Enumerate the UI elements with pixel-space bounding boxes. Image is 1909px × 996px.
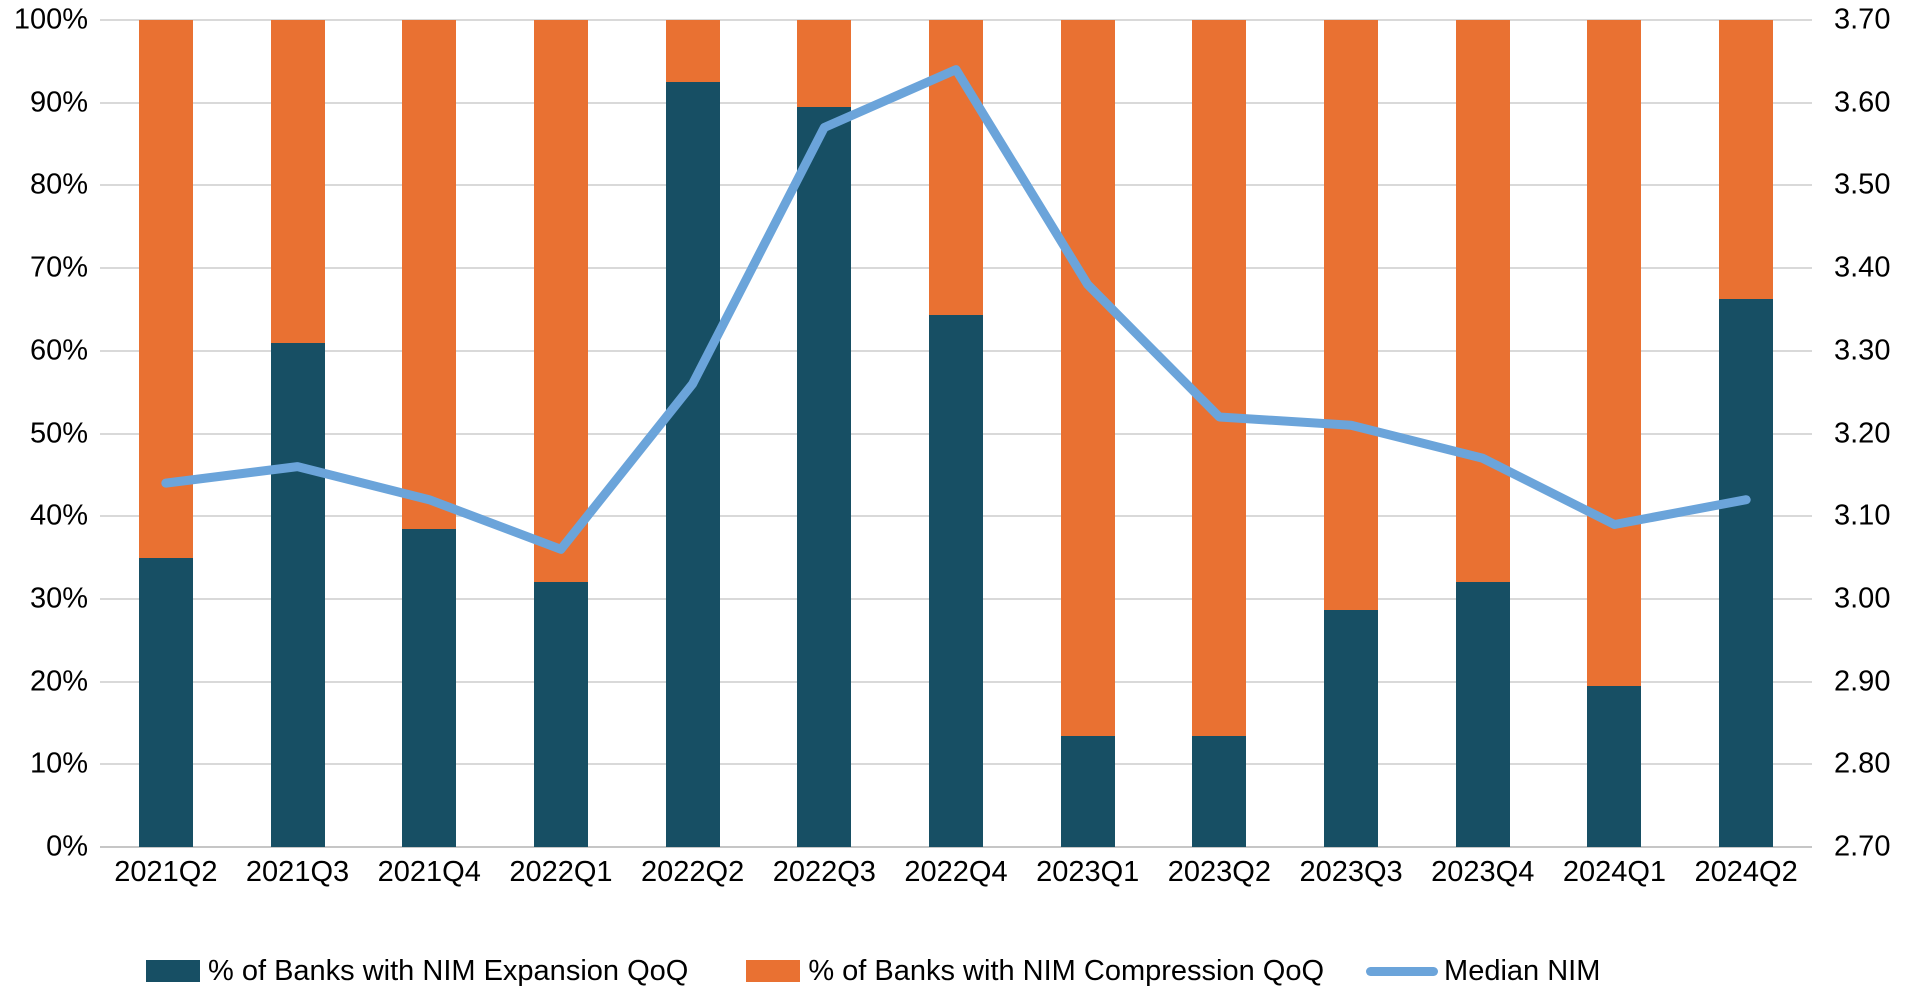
x-axis-label: 2022Q4 <box>904 856 1008 888</box>
legend-square-swatch-icon <box>746 960 801 982</box>
x-axis-label: 2021Q3 <box>245 856 350 888</box>
left-axis-tick: 10% <box>29 747 88 780</box>
bar-segment-expansion <box>1455 582 1510 847</box>
x-axis-label: 2023Q2 <box>1167 856 1271 888</box>
left-axis-tick: 80% <box>29 168 88 201</box>
left-axis-tick: 60% <box>29 334 88 367</box>
bar-segment-compression <box>1060 20 1115 737</box>
bar-segment-expansion <box>1719 298 1774 847</box>
bar-segment-compression <box>1324 20 1379 611</box>
legend-item: % of Banks with NIM Compression QoQ <box>746 954 1324 988</box>
bar-segment-compression <box>929 20 983 316</box>
legend-label: % of Banks with NIM Expansion QoQ <box>208 955 689 987</box>
left-axis-tick: 90% <box>29 86 88 119</box>
left-axis-tick: 100% <box>13 3 88 36</box>
right-axis-tick: 2.80 <box>1834 747 1891 780</box>
right-axis-tick: 3.50 <box>1834 168 1891 201</box>
bar-segment-expansion <box>533 582 588 847</box>
bar-segment-compression <box>665 20 720 83</box>
bar-segment-compression <box>402 20 457 529</box>
x-axis-label: 2021Q4 <box>377 856 481 888</box>
bar-segment-compression <box>1587 20 1642 686</box>
right-axis-tick: 3.20 <box>1834 417 1891 449</box>
x-axis-label: 2022Q2 <box>641 856 745 888</box>
x-axis-line <box>100 846 1812 848</box>
x-axis-label: 2022Q1 <box>509 856 613 888</box>
legend-item: Median NIM <box>1366 954 1600 988</box>
x-axis-label: 2023Q4 <box>1431 856 1535 888</box>
left-axis-tick: 30% <box>29 582 88 615</box>
bar-segment-expansion <box>270 342 325 847</box>
bar-segment-expansion <box>402 528 457 847</box>
bar-segment-expansion <box>665 82 720 847</box>
bar-segment-compression <box>270 20 325 343</box>
left-axis-tick: 70% <box>29 251 88 284</box>
legend-label: Median NIM <box>1444 955 1601 987</box>
bar-segment-expansion <box>1060 736 1115 847</box>
left-axis-tick: 20% <box>29 665 88 698</box>
left-axis-tick: 40% <box>29 499 88 532</box>
bar-segment-compression <box>533 20 588 583</box>
bar-segment-compression <box>1455 20 1510 583</box>
x-axis-label: 2023Q1 <box>1036 856 1140 888</box>
left-axis-tick: 50% <box>29 417 88 449</box>
grid-line <box>100 19 1812 21</box>
legend-item: % of Banks with NIM Expansion QoQ <box>146 954 688 988</box>
right-axis-tick: 3.60 <box>1834 86 1891 119</box>
bar-segment-expansion <box>1324 610 1379 847</box>
bar-segment-expansion <box>1587 685 1642 847</box>
legend: % of Banks with NIM Expansion QoQ % of Ba… <box>146 951 1600 991</box>
legend-label: % of Banks with NIM Compression QoQ <box>808 955 1325 987</box>
right-axis-tick: 3.10 <box>1834 499 1891 532</box>
x-axis-label: 2023Q3 <box>1299 856 1403 888</box>
bar-segment-expansion <box>1192 736 1247 847</box>
legend-square-swatch-icon <box>146 960 200 982</box>
bar-segment-compression <box>1719 20 1774 299</box>
right-axis-tick: 3.30 <box>1834 334 1891 367</box>
right-axis-tick: 3.70 <box>1834 3 1891 36</box>
bar-segment-expansion <box>138 557 193 847</box>
bar-segment-expansion <box>929 315 983 847</box>
plot-area <box>100 19 1812 848</box>
bar-segment-compression <box>138 20 193 558</box>
x-axis-label: 2021Q2 <box>114 856 218 888</box>
right-axis-tick: 3.00 <box>1834 582 1891 615</box>
x-axis-label: 2024Q2 <box>1694 856 1798 888</box>
x-axis-label: 2024Q1 <box>1562 856 1667 888</box>
right-axis-tick: 2.70 <box>1834 830 1891 863</box>
legend-line-swatch-icon <box>1366 966 1439 976</box>
bar-segment-compression <box>1192 20 1247 737</box>
left-axis-tick: 0% <box>46 830 88 863</box>
bar-segment-expansion <box>797 106 852 847</box>
right-axis-tick: 3.40 <box>1834 251 1891 284</box>
bar-segment-compression <box>797 20 852 107</box>
right-axis-tick: 2.90 <box>1834 665 1891 698</box>
x-axis-label: 2022Q3 <box>772 856 876 888</box>
